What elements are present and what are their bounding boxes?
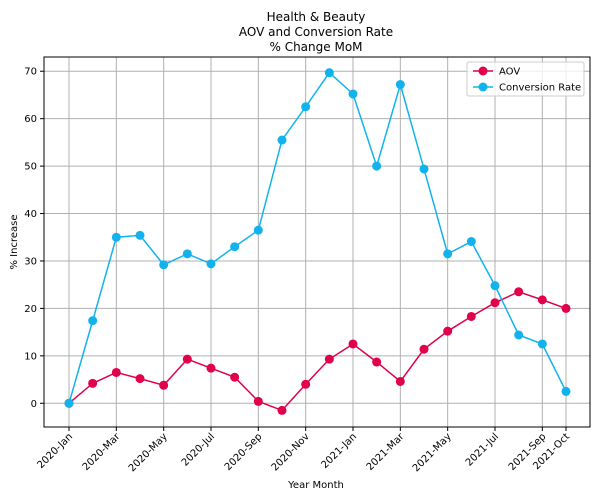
data-point (301, 102, 311, 112)
x-tick-label: 2020-Nov (270, 431, 312, 473)
data-point (348, 339, 358, 349)
data-point (135, 374, 145, 384)
y-tick-label: 70 (24, 67, 37, 78)
chart-title: Health & Beauty AOV and Conversion Rate … (239, 10, 393, 54)
y-tick-label: 0 (31, 399, 37, 410)
series (64, 68, 571, 415)
y-tick-label: 60 (24, 114, 37, 125)
plot-frame (43, 56, 591, 428)
x-tick-label: 2020-May (127, 431, 170, 474)
data-point (443, 249, 453, 259)
chart-title-line: % Change MoM (269, 40, 362, 54)
data-point (253, 225, 263, 235)
data-point (466, 311, 476, 321)
legend-box (466, 61, 585, 97)
data-point (182, 249, 192, 259)
y-tick-label: 40 (24, 209, 37, 220)
data-point (514, 330, 524, 340)
data-point (537, 339, 547, 349)
series-line (68, 71, 567, 404)
x-tick-label: 2020-Jan (36, 431, 76, 471)
data-point (206, 363, 216, 373)
x-axis-label: Year Month (287, 480, 344, 491)
x-axis: 2020-Jan 2020-Mar 2020-May 2020-Jul 2020-Sep… (36, 427, 572, 474)
data-point (277, 135, 287, 145)
data-point (111, 232, 121, 242)
x-tick-label: 2020-Jul (180, 431, 217, 468)
data-point (395, 80, 405, 90)
data-point (372, 161, 382, 171)
data-point (324, 68, 334, 78)
data-point (277, 405, 287, 415)
y-tick-label: 50 (24, 162, 37, 173)
data-point (182, 354, 192, 364)
data-point (490, 298, 500, 308)
data-point (230, 372, 240, 382)
data-point (253, 396, 263, 406)
data-point (419, 164, 429, 174)
data-point (135, 230, 145, 240)
legend-item: Conversion Rate (473, 82, 581, 94)
data-point (88, 316, 98, 326)
legend-marker (478, 82, 488, 92)
data-point (159, 380, 169, 390)
legend-item: AOV (473, 66, 520, 78)
x-tick-label: 2021-Mar (365, 431, 407, 473)
y-axis-label: % Increase (9, 215, 20, 270)
data-point (419, 344, 429, 354)
data-point (206, 259, 216, 269)
y-axis: 0 10 20 30 40 50 60 70 (24, 67, 44, 410)
data-point (561, 303, 571, 313)
legend: AOV Conversion Rate (466, 61, 585, 97)
data-point (537, 295, 547, 305)
data-point (64, 398, 74, 408)
chart-title-line: Health & Beauty (267, 10, 366, 24)
data-point (514, 287, 524, 297)
data-point (301, 379, 311, 389)
y-tick-label: 10 (24, 351, 37, 362)
x-tick-label: 2021-Jan (320, 431, 360, 471)
y-tick-label: 20 (24, 304, 37, 315)
data-point (490, 281, 500, 291)
series-aov (64, 287, 571, 415)
data-point (443, 326, 453, 336)
data-point (561, 386, 571, 396)
data-point (395, 376, 405, 386)
data-point (324, 354, 334, 364)
series-conversion-rate (64, 68, 571, 408)
series-line (68, 291, 567, 412)
legend-marker (478, 66, 488, 76)
x-tick-label: 2021-May (411, 431, 454, 474)
data-point (111, 367, 121, 377)
chart-title-line: AOV and Conversion Rate (239, 25, 393, 39)
x-tick-label: 2020-Sep (223, 431, 265, 473)
legend-label: Conversion Rate (499, 83, 581, 94)
data-point (88, 378, 98, 388)
data-point (159, 260, 169, 270)
data-point (230, 242, 240, 252)
grid (44, 57, 590, 427)
legend-label: AOV (499, 67, 520, 78)
x-tick-label: 2020-Mar (81, 431, 123, 473)
data-point (348, 89, 358, 99)
data-point (372, 357, 382, 367)
data-point (466, 237, 476, 247)
y-tick-label: 30 (24, 256, 37, 267)
x-tick-label: 2021-Jul (464, 431, 501, 468)
